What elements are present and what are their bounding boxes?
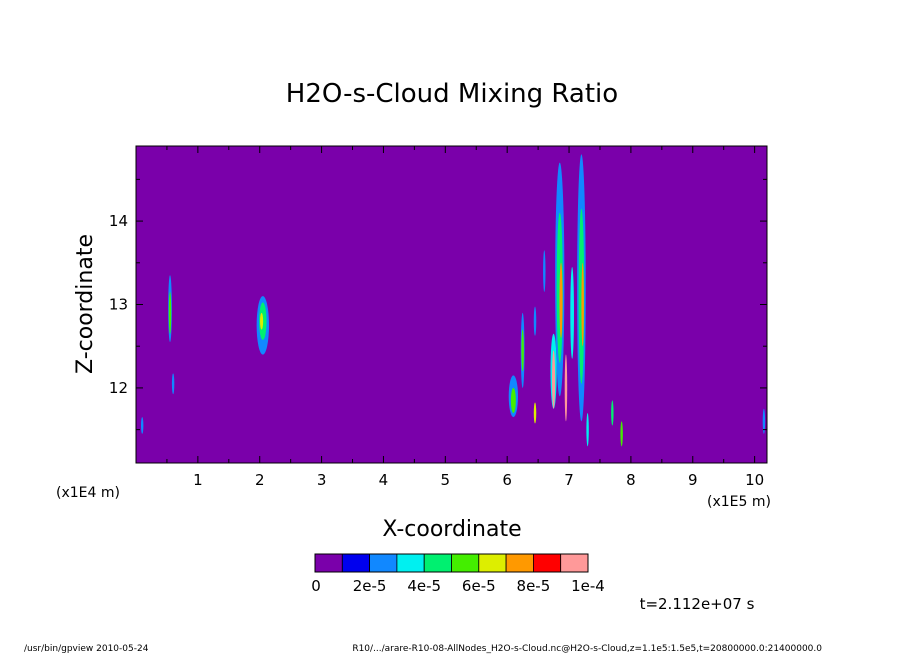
cloud-feature-15 bbox=[552, 350, 556, 409]
cloud-feature-19 bbox=[564, 354, 568, 422]
y-axis: 12 13 14 bbox=[109, 178, 767, 431]
colorbar-swatch-4 bbox=[423, 553, 452, 573]
x-tick-label-10: 10 bbox=[745, 471, 764, 489]
plot-area bbox=[135, 145, 768, 464]
cloud-feature-13 bbox=[543, 250, 546, 292]
y-tick-label-12: 12 bbox=[109, 379, 128, 397]
time-label: t=2.112e+07 s bbox=[640, 595, 755, 613]
cloud-feature-6 bbox=[260, 312, 264, 330]
x-tick-label-6: 6 bbox=[502, 471, 512, 489]
chart-title: H2O-s-Cloud Mixing Ratio bbox=[286, 79, 618, 109]
colorbar-swatch-2 bbox=[369, 553, 398, 573]
y-tick-label-13: 13 bbox=[109, 296, 128, 314]
colorbar-label-5: 1e-4 bbox=[571, 577, 605, 595]
cloud-feature-10 bbox=[521, 329, 524, 372]
y-scale-note: (x1E4 m) bbox=[56, 485, 120, 501]
colorbar-label-0: 0 bbox=[311, 577, 321, 595]
cloud-feature-3 bbox=[140, 417, 144, 434]
cloud-feature-8 bbox=[510, 387, 516, 413]
colorbar-label-2: 4e-5 bbox=[407, 577, 441, 595]
x-tick-label-8: 8 bbox=[626, 471, 636, 489]
cloud-feature-20 bbox=[570, 266, 574, 359]
cloud-feature-1 bbox=[168, 291, 172, 334]
x-tick-label-3: 3 bbox=[317, 471, 327, 489]
x-tick-label-7: 7 bbox=[564, 471, 574, 489]
footer-left: /usr/bin/gpview 2010-05-24 bbox=[24, 644, 149, 654]
cloud-features bbox=[140, 154, 766, 447]
x-tick-label-5: 5 bbox=[441, 471, 451, 489]
y-tick-label-14: 14 bbox=[109, 212, 128, 230]
colorbar-swatch-1 bbox=[341, 553, 370, 573]
cloud-feature-26 bbox=[620, 421, 623, 447]
colorbar-label-3: 6e-5 bbox=[462, 577, 496, 595]
plot-background bbox=[136, 146, 767, 463]
colorbar-swatch-9 bbox=[560, 553, 589, 573]
cloud-feature-25 bbox=[611, 400, 614, 426]
x-tick-label-9: 9 bbox=[688, 471, 698, 489]
colorbar-swatch-3 bbox=[396, 553, 425, 573]
cloud-feature-27 bbox=[762, 408, 766, 434]
colorbar-frame bbox=[314, 553, 589, 573]
colorbar: 0 2e-5 4e-5 6e-5 8e-5 1e-4 bbox=[311, 553, 605, 595]
x-axis: 1 2 3 4 5 6 7 8 9 10 bbox=[166, 146, 764, 489]
cloud-feature-12 bbox=[533, 402, 537, 424]
colorbar-swatch-8 bbox=[533, 553, 562, 573]
colorbar-swatch-7 bbox=[505, 553, 534, 573]
cloud-feature-18 bbox=[559, 262, 563, 338]
colorbar-swatch-6 bbox=[478, 553, 507, 573]
cloud-feature-24 bbox=[586, 412, 589, 447]
y-axis-label: Z-coordinate bbox=[73, 234, 98, 374]
cloud-feature-11 bbox=[533, 306, 537, 336]
colorbar-swatch-5 bbox=[451, 553, 480, 573]
x-tick-label-4: 4 bbox=[379, 471, 389, 489]
cloud-feature-2 bbox=[171, 373, 175, 395]
colorbar-label-4: 8e-5 bbox=[517, 577, 551, 595]
colorbar-swatch-0 bbox=[314, 553, 343, 573]
x-tick-label-2: 2 bbox=[255, 471, 265, 489]
footer-right: R10/.../arare-R10-08-AllNodes_H2O-s-Clou… bbox=[352, 644, 822, 654]
x-axis-label: X-coordinate bbox=[382, 517, 521, 542]
x-scale-note: (x1E5 m) bbox=[707, 494, 771, 510]
cloud-feature-23 bbox=[581, 262, 584, 347]
x-tick-label-1: 1 bbox=[193, 471, 203, 489]
colorbar-label-1: 2e-5 bbox=[353, 577, 387, 595]
